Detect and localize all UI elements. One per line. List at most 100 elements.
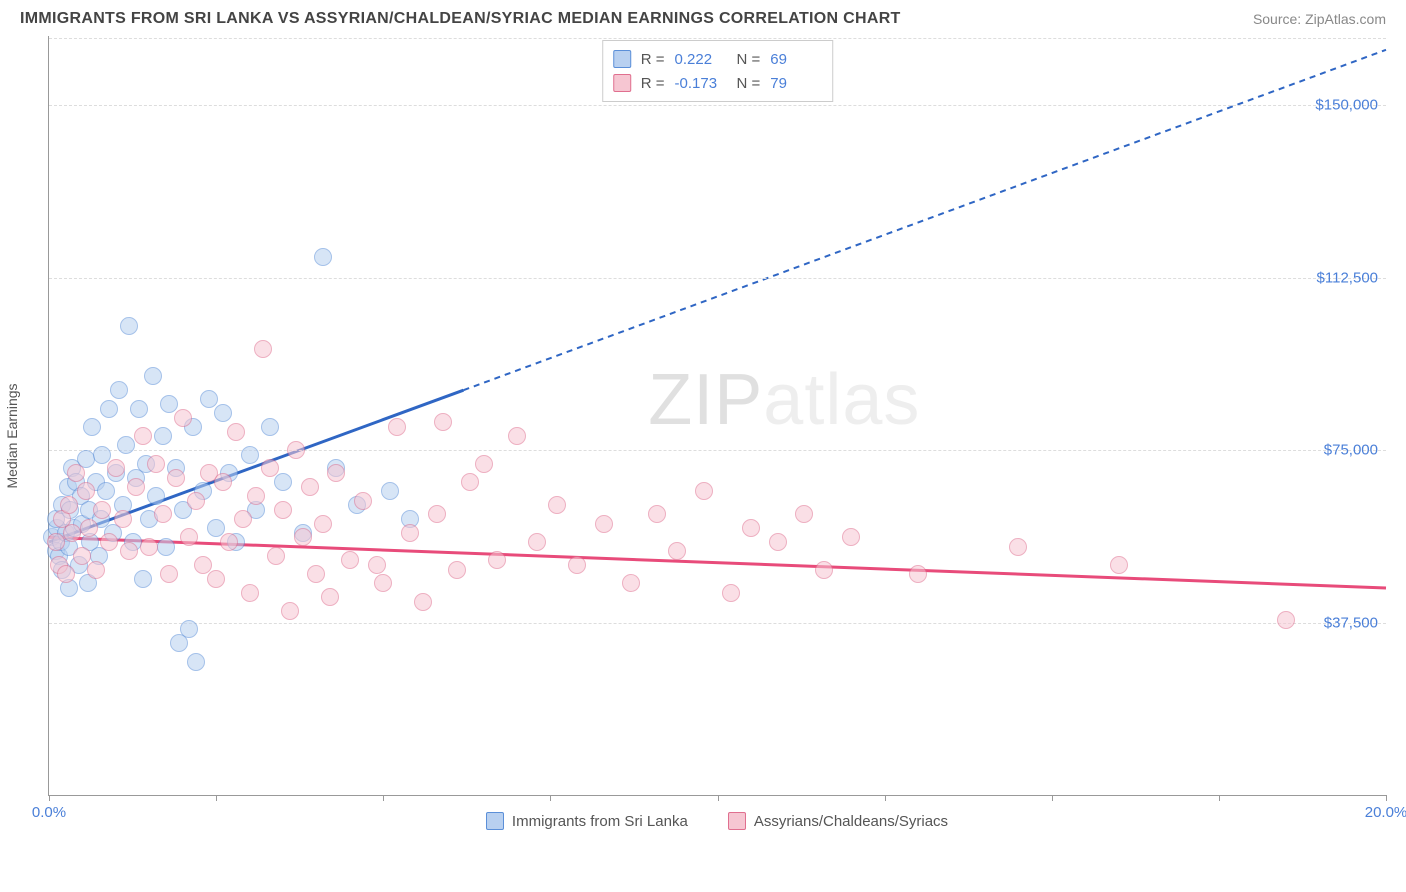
data-point	[261, 418, 279, 436]
x-tick	[216, 795, 217, 801]
correlation-legend: R =0.222N =69R =-0.173N =79	[602, 40, 834, 102]
data-point	[294, 528, 312, 546]
data-point	[100, 400, 118, 418]
chart-title: IMMIGRANTS FROM SRI LANKA VS ASSYRIAN/CH…	[20, 10, 901, 28]
data-point	[488, 551, 506, 569]
data-point	[287, 441, 305, 459]
data-point	[1110, 556, 1128, 574]
data-point	[274, 473, 292, 491]
data-point	[314, 515, 332, 533]
data-point	[1009, 538, 1027, 556]
data-point	[77, 482, 95, 500]
series-legend-label: Immigrants from Sri Lanka	[512, 813, 688, 830]
data-point	[147, 487, 165, 505]
data-point	[622, 574, 640, 592]
data-point	[134, 427, 152, 445]
data-point	[341, 551, 359, 569]
data-point	[214, 404, 232, 422]
data-point	[180, 620, 198, 638]
legend-swatch	[613, 74, 631, 92]
data-point	[120, 317, 138, 335]
plot-wrap: Median Earnings ZIPatlas R =0.222N =69R …	[48, 36, 1386, 836]
data-point	[668, 542, 686, 560]
data-point	[114, 510, 132, 528]
data-point	[388, 418, 406, 436]
data-point	[368, 556, 386, 574]
x-tick	[885, 795, 886, 801]
data-point	[401, 524, 419, 542]
data-point	[241, 446, 259, 464]
x-tick	[718, 795, 719, 801]
data-point	[1277, 611, 1295, 629]
x-tick	[1386, 795, 1387, 801]
series-legend-item: Immigrants from Sri Lanka	[486, 812, 688, 830]
data-point	[742, 519, 760, 537]
data-point	[307, 565, 325, 583]
data-point	[180, 528, 198, 546]
data-point	[80, 519, 98, 537]
data-point	[595, 515, 613, 533]
legend-r-label: R =	[641, 51, 665, 68]
gridline	[49, 38, 1386, 39]
watermark: ZIPatlas	[648, 359, 920, 441]
data-point	[274, 501, 292, 519]
y-tick-label: $75,000	[1324, 442, 1378, 459]
data-point	[130, 400, 148, 418]
data-point	[428, 505, 446, 523]
legend-swatch	[613, 50, 631, 68]
data-point	[93, 501, 111, 519]
source-label: Source: ZipAtlas.com	[1253, 11, 1386, 27]
x-tick	[1219, 795, 1220, 801]
data-point	[227, 423, 245, 441]
data-point	[157, 538, 175, 556]
trend-lines	[49, 36, 1386, 795]
data-point	[769, 533, 787, 551]
data-point	[234, 510, 252, 528]
gridline	[49, 278, 1386, 279]
legend-n-value: 69	[770, 51, 822, 68]
plot-area: ZIPatlas R =0.222N =69R =-0.173N =79 $37…	[48, 36, 1386, 796]
trend-line	[49, 537, 1386, 588]
data-point	[207, 570, 225, 588]
data-point	[281, 602, 299, 620]
watermark-b: atlas	[763, 360, 920, 440]
data-point	[508, 427, 526, 445]
series-legend-label: Assyrians/Chaldeans/Syriacs	[754, 813, 948, 830]
data-point	[134, 570, 152, 588]
legend-row: R =0.222N =69	[613, 47, 823, 71]
gridline	[49, 623, 1386, 624]
data-point	[107, 459, 125, 477]
x-tick	[550, 795, 551, 801]
gridline	[49, 105, 1386, 106]
data-point	[57, 565, 75, 583]
data-point	[815, 561, 833, 579]
data-point	[461, 473, 479, 491]
data-point	[174, 409, 192, 427]
data-point	[127, 478, 145, 496]
series-legend-item: Assyrians/Chaldeans/Syriacs	[728, 812, 948, 830]
data-point	[60, 496, 78, 514]
legend-n-value: 79	[770, 75, 822, 92]
x-tick	[49, 795, 50, 801]
legend-swatch	[728, 812, 746, 830]
data-point	[167, 469, 185, 487]
data-point	[648, 505, 666, 523]
data-point	[795, 505, 813, 523]
data-point	[100, 533, 118, 551]
data-point	[261, 459, 279, 477]
y-tick-label: $112,500	[1317, 269, 1378, 286]
data-point	[83, 418, 101, 436]
data-point	[117, 436, 135, 454]
legend-r-value: -0.173	[675, 75, 727, 92]
data-point	[187, 492, 205, 510]
data-point	[381, 482, 399, 500]
data-point	[568, 556, 586, 574]
data-point	[187, 653, 205, 671]
data-point	[448, 561, 466, 579]
legend-swatch	[486, 812, 504, 830]
data-point	[63, 524, 81, 542]
watermark-a: ZIP	[648, 360, 763, 440]
legend-r-value: 0.222	[675, 51, 727, 68]
data-point	[110, 381, 128, 399]
data-point	[67, 464, 85, 482]
